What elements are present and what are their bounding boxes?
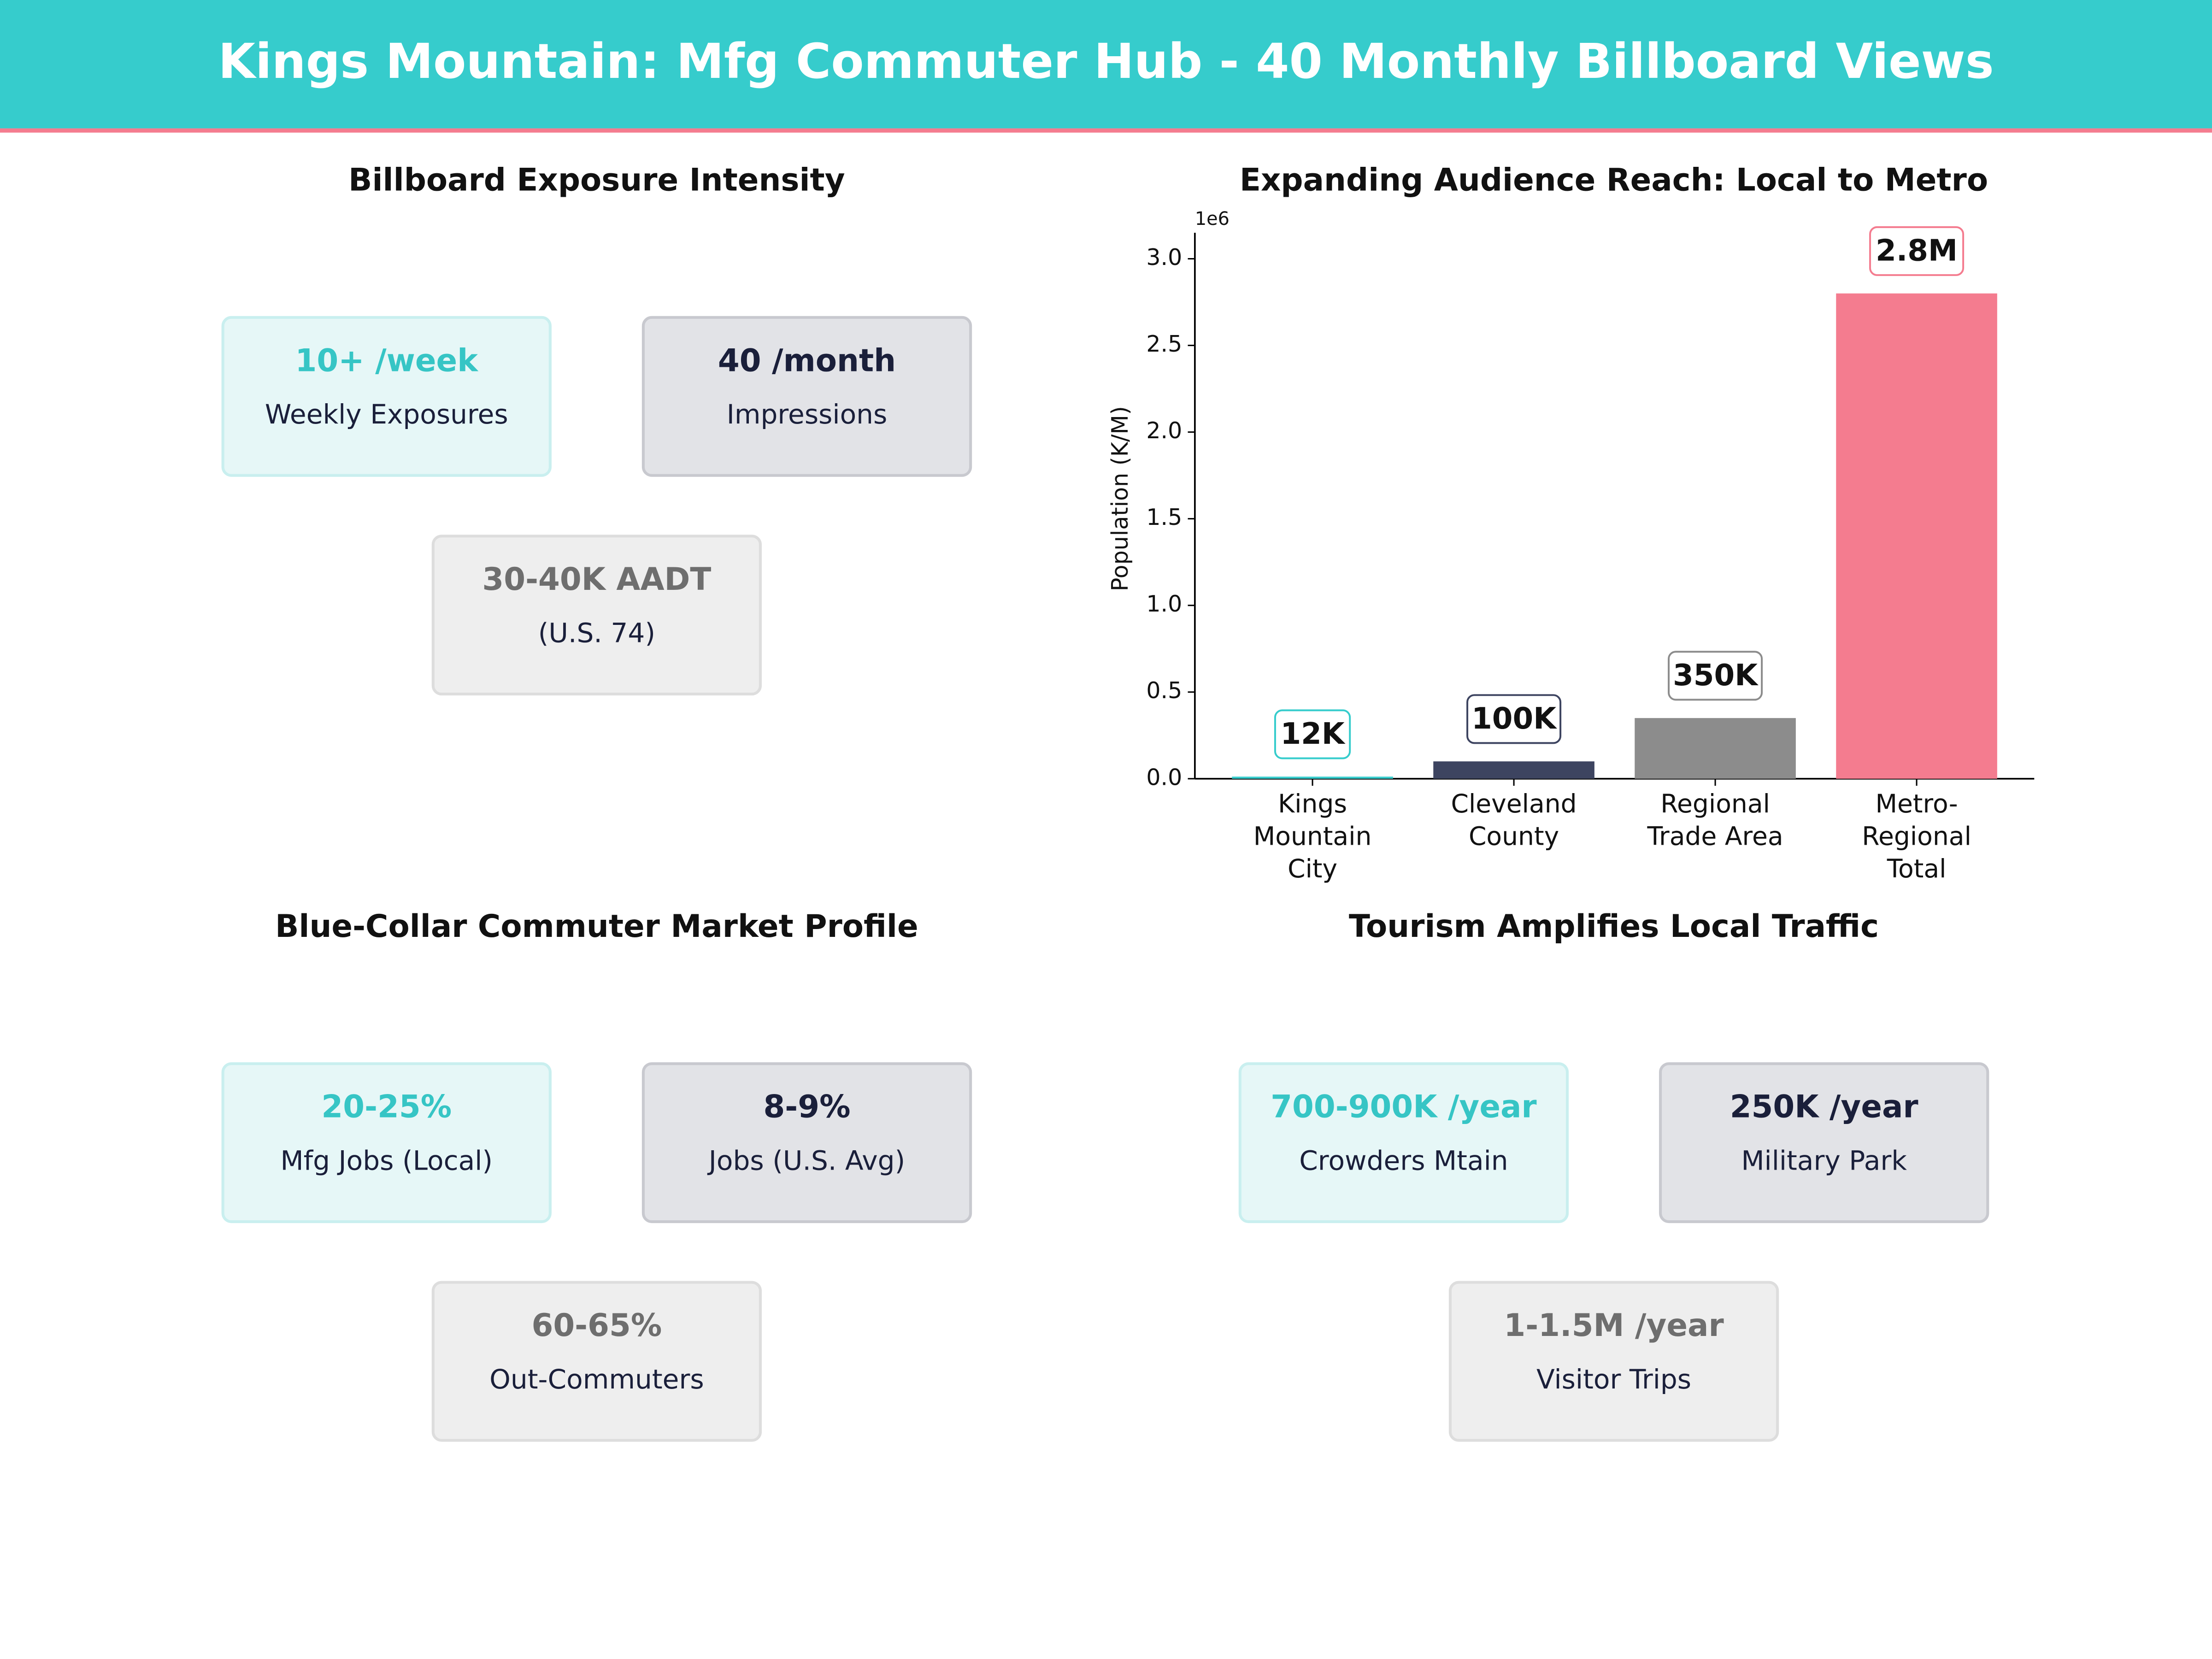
value-label: 12K <box>1280 717 1345 751</box>
bar <box>1635 718 1796 779</box>
stat-label: Mfg Jobs (Local) <box>280 1145 493 1177</box>
value-label: 2.8M <box>1876 234 1958 268</box>
panel-title: Blue-Collar Commuter Market Profile <box>275 908 918 944</box>
stat-value: 40 /month <box>718 342 896 378</box>
stat-value: 250K /year <box>1730 1088 1918 1125</box>
stat-card <box>431 1281 762 1442</box>
stat-card <box>221 316 552 477</box>
y-tick-label: 2.5 <box>1146 331 1182 357</box>
x-tick-label: Metro-Regional Total <box>1862 789 1971 883</box>
bar <box>1836 293 1997 779</box>
value-label: 100K <box>1471 701 1557 736</box>
header-rule <box>0 128 2212 133</box>
value-label-box <box>1274 709 1351 759</box>
stat-card <box>431 535 762 696</box>
stat-card <box>1659 1062 1989 1224</box>
stat-label: Visitor Trips <box>1536 1364 1691 1395</box>
value-label-box <box>1466 694 1562 744</box>
y-tick-label: 0.0 <box>1146 764 1182 790</box>
stat-value: 20-25% <box>321 1088 452 1125</box>
panel-title: Billboard Exposure Intensity <box>348 161 845 198</box>
stat-card <box>641 316 972 477</box>
y-tick-label: 2.0 <box>1146 418 1182 444</box>
stat-value: 10+ /week <box>295 342 479 378</box>
stat-label: Impressions <box>727 399 888 430</box>
y-axis-label: Population (K/M) <box>1107 406 1133 591</box>
stat-card <box>221 1062 552 1224</box>
stat-value: 700-900K /year <box>1271 1088 1536 1125</box>
stat-label: Military Park <box>1741 1145 1907 1177</box>
x-tick-label: Regional Trade Area <box>1647 789 1783 851</box>
y-tick-label: 1.0 <box>1146 591 1182 617</box>
stat-value: 30-40K AADT <box>482 561 711 597</box>
stat-label: Jobs (U.S. Avg) <box>707 1145 905 1177</box>
y-offset-label: 1e6 <box>1195 208 1230 229</box>
chart-title: Expanding Audience Reach: Local to Metro <box>1240 161 1988 198</box>
stat-card <box>1238 1062 1569 1224</box>
stat-value: 60-65% <box>531 1307 662 1343</box>
y-tick-label: 1.5 <box>1146 504 1182 530</box>
stat-value: 1-1.5M /year <box>1504 1307 1724 1343</box>
header-bar <box>0 0 2212 129</box>
bar <box>1232 777 1393 779</box>
page-title: Kings Mountain: Mfg Commuter Hub - 40 Mo… <box>218 33 1994 89</box>
bar <box>1433 761 1594 779</box>
x-tick-label: Kings Mountain City <box>1253 789 1372 883</box>
stat-value: 8-9% <box>763 1088 850 1125</box>
stat-label: Crowders Mtain <box>1299 1145 1508 1177</box>
y-tick-label: 0.5 <box>1146 677 1182 704</box>
stat-label: Out-Commuters <box>489 1364 704 1395</box>
value-label-box <box>1869 226 1965 276</box>
panel-title: Tourism Amplifies Local Traffic <box>1349 908 1879 944</box>
stat-card <box>1448 1281 1779 1442</box>
stat-label: (U.S. 74) <box>538 618 655 649</box>
value-label-box <box>1668 651 1763 701</box>
x-tick-label: Cleveland County <box>1451 789 1577 851</box>
y-tick-label: 3.0 <box>1146 244 1182 271</box>
stat-label: Weekly Exposures <box>265 399 508 430</box>
value-label: 350K <box>1673 658 1759 693</box>
stat-card <box>641 1062 972 1224</box>
